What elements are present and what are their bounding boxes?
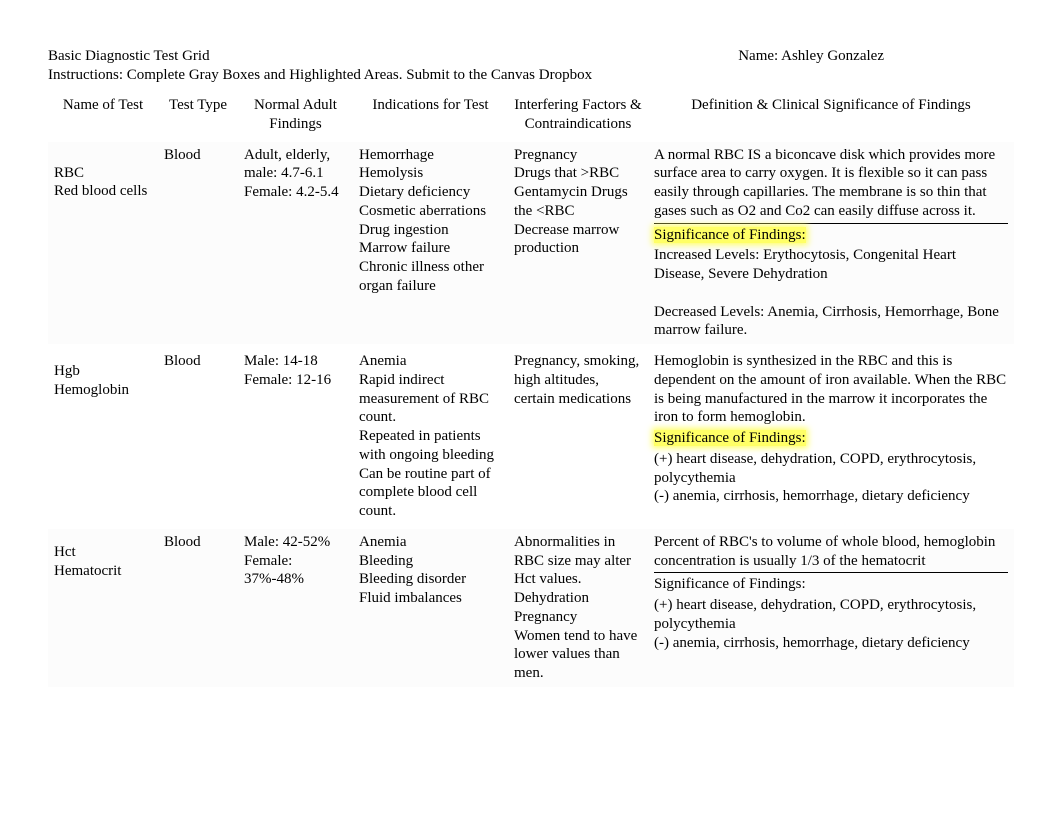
divider-line xyxy=(654,223,1008,224)
cell-indications: AnemiaBleedingBleeding disorderFluid imb… xyxy=(353,527,508,689)
definition-text: Hemoglobin is synthesized in the RBC and… xyxy=(654,353,1006,425)
cell-indications: HemorrhageHemolysisDietary deficiencyCos… xyxy=(353,140,508,347)
definition-text: A normal RBC IS a biconcave disk which p… xyxy=(654,147,995,219)
test-fullname: Hematocrit xyxy=(54,563,121,579)
table-row: Hgb Hemoglobin BloodMale: 14-18Female: 12-… xyxy=(48,346,1014,527)
cell-indications: AnemiaRapid indirect measurement of RBC … xyxy=(353,346,508,527)
name-field: Name: Ashley Gonzalez xyxy=(738,48,884,65)
diagnostic-grid: Name of Test Test Type Normal Adult Find… xyxy=(48,88,1014,691)
page-title: Basic Diagnostic Test Grid xyxy=(48,48,210,65)
significance-body: (+) heart disease, dehydration, COPD, er… xyxy=(654,596,1008,652)
cell-definition: Percent of RBC's to volume of whole bloo… xyxy=(648,527,1014,689)
col-normal: Normal Adult Findings xyxy=(238,90,353,140)
name-label: Name: xyxy=(738,48,781,64)
col-definition: Definition & Clinical Significance of Fi… xyxy=(648,90,1014,140)
cell-test-name: Hct Hematocrit xyxy=(48,527,158,689)
cell-test-type: Blood xyxy=(158,527,238,689)
test-fullname: Red blood cells xyxy=(54,183,147,199)
instructions: Instructions: Complete Gray Boxes and Hi… xyxy=(48,67,1014,84)
test-fullname: Hemoglobin xyxy=(54,382,129,398)
significance-label: Significance of Findings: xyxy=(654,576,806,592)
cell-test-name: Hgb Hemoglobin xyxy=(48,346,158,527)
cell-test-type: Blood xyxy=(158,140,238,347)
significance-label: Significance of Findings: xyxy=(654,430,806,446)
col-name: Name of Test xyxy=(48,90,158,140)
cell-normal: Male: 14-18Female: 12-16 xyxy=(238,346,353,527)
header-row-cells: Name of Test Test Type Normal Adult Find… xyxy=(48,90,1014,140)
cell-interfering: PregnancyDrugs that >RBCGentamycin Drugs… xyxy=(508,140,648,347)
header-row: Basic Diagnostic Test Grid Name: Ashley … xyxy=(48,48,1014,65)
cell-definition: Hemoglobin is synthesized in the RBC and… xyxy=(648,346,1014,527)
cell-test-name: RBC Red blood cells xyxy=(48,140,158,347)
divider-line xyxy=(654,572,1008,573)
test-abbrev: Hgb xyxy=(54,363,80,379)
cell-interfering: Abnormalities in RBC size may alter Hct … xyxy=(508,527,648,689)
cell-normal: Male: 42-52%Female: 37%-48% xyxy=(238,527,353,689)
test-abbrev: Hct xyxy=(54,544,76,560)
cell-definition: A normal RBC IS a biconcave disk which p… xyxy=(648,140,1014,347)
significance-body: (+) heart disease, dehydration, COPD, er… xyxy=(654,450,1008,506)
cell-normal: Adult, elderly, male: 4.7-6.1Female: 4.2… xyxy=(238,140,353,347)
student-name: Ashley Gonzalez xyxy=(781,48,884,64)
col-interfering: Interfering Factors & Contraindications xyxy=(508,90,648,140)
cell-interfering: Pregnancy, smoking, high altitudes, cert… xyxy=(508,346,648,527)
cell-test-type: Blood xyxy=(158,346,238,527)
definition-text: Percent of RBC's to volume of whole bloo… xyxy=(654,534,995,569)
col-type: Test Type xyxy=(158,90,238,140)
col-indications: Indications for Test xyxy=(353,90,508,140)
significance-body: Increased Levels: Erythocytosis, Congeni… xyxy=(654,246,1008,340)
significance-label: Significance of Findings: xyxy=(654,227,806,243)
table-row: Hct Hematocrit BloodMale: 42-52%Female: 37… xyxy=(48,527,1014,689)
table-row: RBC Red blood cells BloodAdult, elderly, m… xyxy=(48,140,1014,347)
test-abbrev: RBC xyxy=(54,165,84,181)
